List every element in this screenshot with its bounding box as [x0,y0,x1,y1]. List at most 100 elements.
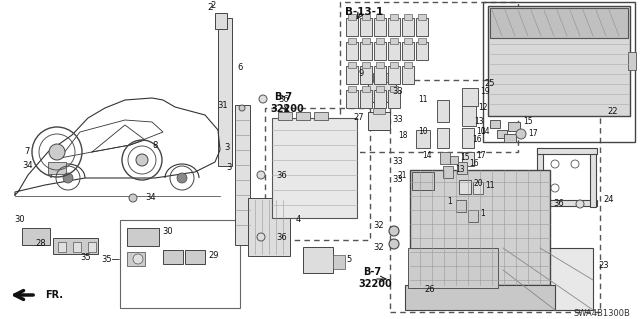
Text: 32200: 32200 [270,104,304,114]
Bar [462,152,474,166]
Bar [368,80,396,102]
Bar [73,242,81,252]
Bar [408,248,498,288]
Bar [404,14,412,20]
Bar [374,18,386,36]
Text: 32: 32 [373,221,384,231]
Bar [497,130,507,138]
Text: 36: 36 [553,199,564,209]
Text: 36: 36 [278,94,289,103]
Text: 23: 23 [598,261,609,270]
Text: 11: 11 [485,181,495,189]
Text: 3: 3 [225,144,230,152]
Text: 14: 14 [481,128,490,137]
Bar [346,66,358,84]
Bar [235,105,250,245]
Bar [346,42,358,60]
Bar [348,14,356,20]
Bar [490,8,628,38]
Text: 13: 13 [474,117,484,127]
Bar [362,14,370,20]
Bar [390,80,600,312]
Bar [296,112,310,120]
Text: B-7: B-7 [363,267,381,277]
Text: 4: 4 [296,216,301,225]
Circle shape [136,154,148,166]
Bar [360,42,372,60]
Bar [127,252,145,266]
Circle shape [551,160,559,168]
Bar [488,6,630,116]
Bar [388,66,400,84]
Circle shape [177,173,187,183]
Bar [88,242,96,252]
Text: 7: 7 [24,147,29,157]
Circle shape [571,160,579,168]
Bar [504,134,516,142]
Circle shape [257,233,265,241]
Circle shape [49,144,65,160]
Text: 33: 33 [392,87,403,97]
Circle shape [551,184,559,192]
Bar [376,62,384,68]
Circle shape [63,173,73,183]
Bar [537,148,597,154]
Bar [348,62,356,68]
Text: 26: 26 [425,286,435,294]
Bar [22,228,50,245]
Bar [490,120,500,128]
Circle shape [133,254,143,264]
Bar [48,162,66,174]
Bar [376,14,384,20]
Bar [628,52,636,70]
Bar [120,220,240,308]
Bar [303,247,333,273]
Bar [362,86,370,92]
Text: 3: 3 [227,164,232,173]
Bar [374,90,386,108]
Text: FR.: FR. [45,290,63,300]
Bar [404,38,412,44]
Bar [368,112,390,130]
Bar [537,200,597,206]
Text: 35—: 35— [101,255,120,263]
Bar [388,18,400,36]
Text: 33: 33 [392,115,403,124]
Bar [437,100,449,122]
Text: 34: 34 [22,161,33,170]
Bar [374,66,386,84]
Text: 13: 13 [455,166,465,174]
Bar [272,118,357,218]
Text: 5: 5 [346,255,351,263]
Text: 33: 33 [392,175,403,184]
Text: 30: 30 [162,226,173,235]
Text: 9: 9 [359,69,364,78]
Text: 17: 17 [476,152,486,160]
Text: 24: 24 [603,196,614,204]
Text: SWA4B1300B: SWA4B1300B [573,308,630,317]
Bar [390,86,398,92]
Bar [402,18,414,36]
Bar [376,86,384,92]
Bar [362,62,370,68]
Bar [468,210,478,222]
Bar [265,108,370,240]
Bar [462,128,474,148]
Text: 19: 19 [480,87,490,97]
Text: 17: 17 [528,130,538,138]
Text: 36: 36 [276,170,287,180]
Text: B-7: B-7 [274,92,292,102]
Bar [346,90,358,108]
Text: B-13-1: B-13-1 [345,7,383,17]
Text: 15: 15 [460,153,470,162]
Text: 1: 1 [480,210,484,219]
Bar [402,42,414,60]
Text: 31: 31 [218,101,228,110]
Bar [390,38,398,44]
Bar [416,42,428,60]
Bar [537,148,543,203]
Bar [416,130,430,148]
Text: 27: 27 [353,114,364,122]
Circle shape [576,200,584,208]
Bar [459,180,471,194]
